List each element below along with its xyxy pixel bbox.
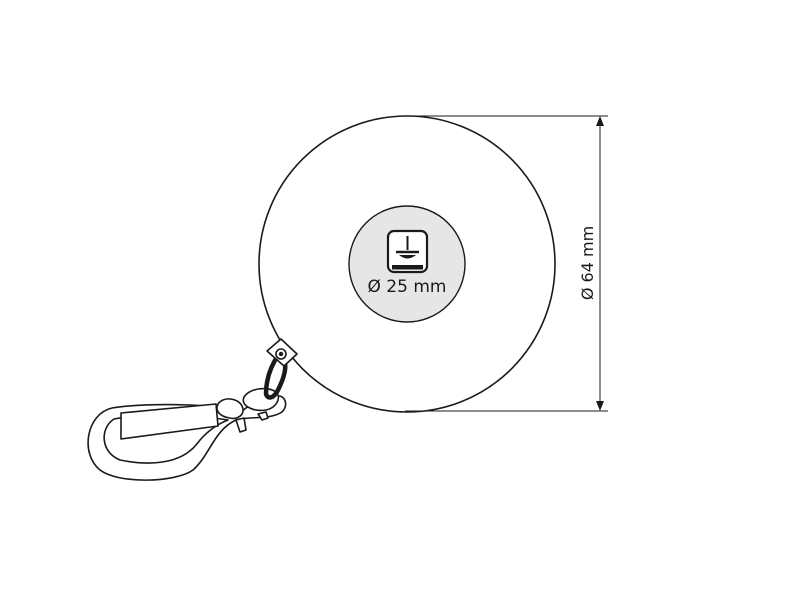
dimension-arrow-top — [596, 116, 604, 126]
cord-loop — [263, 351, 288, 400]
dimension-lines — [405, 115, 608, 412]
lanyard-strap — [87, 387, 287, 481]
inner-diameter-label: Ø 25 mm — [368, 277, 447, 297]
dimension-arrow-bottom — [596, 401, 604, 411]
outer-diameter-label: Ø 64 mm — [578, 226, 597, 300]
print-area-icon — [386, 229, 429, 274]
eyelet-tag — [266, 338, 298, 367]
